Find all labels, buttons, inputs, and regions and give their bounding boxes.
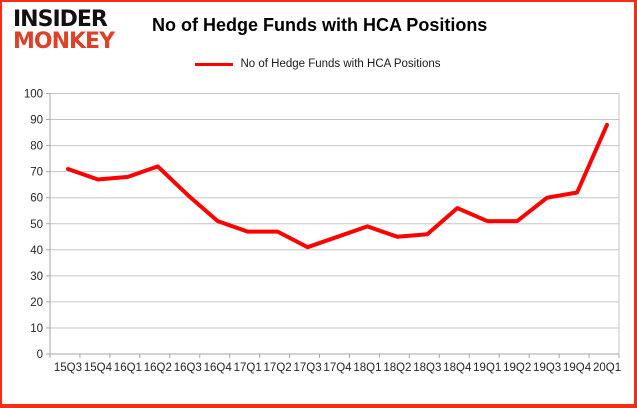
y-axis-label: 10 xyxy=(30,323,43,335)
chart-title: No of Hedge Funds with HCA Positions xyxy=(152,15,488,35)
series-line xyxy=(66,122,609,250)
x-axis-label: 19Q4 xyxy=(563,362,592,374)
x-axis-label: 17Q2 xyxy=(264,362,292,374)
x-axis-label: 16Q4 xyxy=(204,362,233,374)
y-axis-label: 30 xyxy=(30,271,43,283)
y-axis-label: 100 xyxy=(24,89,43,101)
chart-legend: No of Hedge Funds with HCA Positions xyxy=(2,58,634,70)
y-axis-label: 50 xyxy=(30,219,43,231)
y-axis-label: 60 xyxy=(30,193,43,205)
y-axis-label: 20 xyxy=(30,297,43,309)
x-axis-label: 16Q2 xyxy=(144,362,172,374)
x-axis-label: 16Q3 xyxy=(174,362,202,374)
logo-line-insider: INSIDER xyxy=(13,7,108,32)
x-axis-label: 18Q2 xyxy=(383,362,411,374)
x-axis-label: 17Q1 xyxy=(234,362,262,374)
y-axis-label: 0 xyxy=(37,349,43,361)
y-axis-label: 40 xyxy=(30,245,43,257)
y-axis-label: 80 xyxy=(30,141,43,153)
x-axis-label: 15Q3 xyxy=(54,362,82,374)
x-axis-label: 17Q4 xyxy=(323,362,352,374)
x-axis-label: 17Q3 xyxy=(293,362,321,374)
y-axis-label: 90 xyxy=(30,115,43,127)
x-axis-label: 15Q4 xyxy=(84,362,113,374)
x-axis-label: 18Q1 xyxy=(353,362,381,374)
x-axis-label: 19Q2 xyxy=(503,362,531,374)
logo-line-monkey: MONKEY xyxy=(13,28,115,54)
x-axis-label: 18Q4 xyxy=(443,362,472,374)
x-axis-label: 18Q3 xyxy=(413,362,441,374)
legend-label: No of Hedge Funds with HCA Positions xyxy=(240,58,441,70)
x-axis-label: 19Q1 xyxy=(473,362,501,374)
y-axis-label: 70 xyxy=(30,167,43,179)
legend-line-swatch xyxy=(195,62,234,66)
x-axis-label: 20Q1 xyxy=(593,362,621,374)
insider-monkey-logo: INSIDER MONKEY xyxy=(13,7,115,54)
x-axis-label: 19Q3 xyxy=(533,362,561,374)
x-axis-label: 16Q1 xyxy=(114,362,142,374)
